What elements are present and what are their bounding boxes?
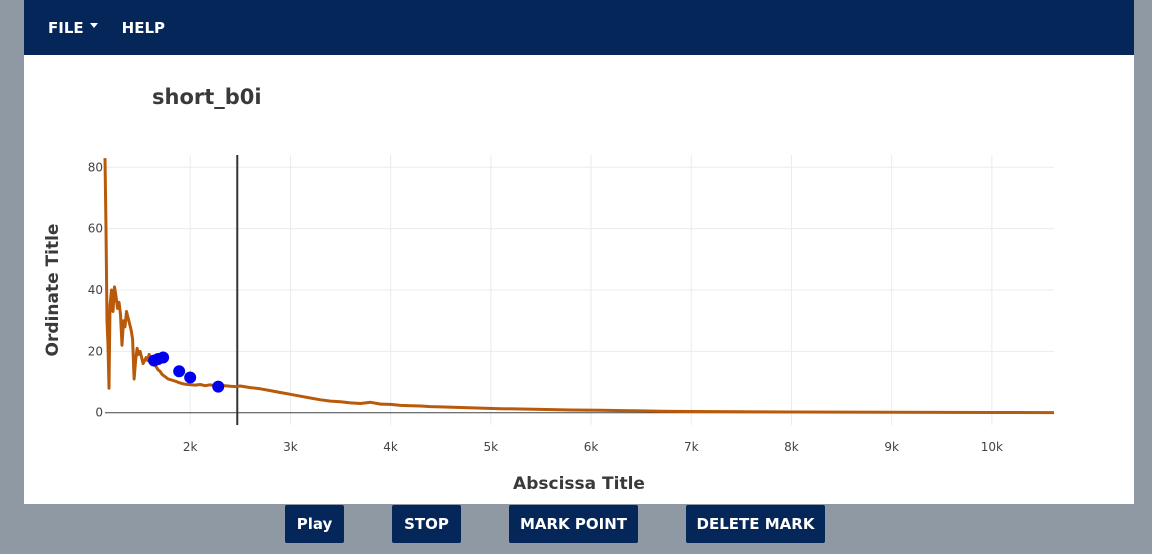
x-tick-label: 3k	[283, 440, 298, 454]
help-menu[interactable]: HELP	[122, 19, 165, 37]
plot-title: short_b0i	[152, 85, 262, 109]
x-tick-label: 7k	[684, 440, 699, 454]
x-tick-label: 6k	[584, 440, 599, 454]
marked-point	[157, 351, 170, 364]
series-layer	[103, 155, 1055, 425]
y-tick-label: 60	[88, 222, 103, 236]
y-tick-label: 0	[95, 406, 103, 420]
x-tick-label: 4k	[383, 440, 398, 454]
data-line	[103, 158, 1055, 415]
mark-point-button[interactable]: MARK POINT	[509, 505, 638, 543]
x-tick-label: 10k	[981, 440, 1003, 454]
play-button[interactable]: Play	[285, 505, 344, 543]
plot-panel: short_b0i 2k 3k 4k 5k 6k 7k 8k 9k 10k 0 20 40 60 80 A…	[24, 55, 1134, 504]
menu-bar: FILE HELP	[24, 0, 1134, 55]
marked-point	[173, 365, 186, 378]
file-menu[interactable]: FILE	[48, 19, 98, 37]
y-axis-title: Ordinate Title	[43, 224, 63, 357]
y-tick-label: 20	[88, 344, 103, 358]
file-menu-label: FILE	[48, 18, 84, 37]
x-tick-label: 9k	[884, 440, 899, 454]
axes: 2k 3k 4k 5k 6k 7k 8k 9k 10k 0 20 40 60 80	[88, 160, 1003, 454]
playback-controls: Play STOP MARK POINT DELETE MARK	[0, 505, 1152, 545]
delete-mark-button[interactable]: DELETE MARK	[686, 505, 825, 543]
grid	[105, 155, 1054, 425]
marked-point	[184, 371, 197, 384]
x-tick-label: 8k	[784, 440, 799, 454]
y-tick-label: 80	[88, 160, 103, 174]
y-tick-label: 40	[88, 283, 103, 297]
x-axis-title: Abscissa Title	[513, 474, 645, 494]
line-chart[interactable]: 2k 3k 4k 5k 6k 7k 8k 9k 10k 0 20 40 60 80 Abscissa Ti…	[24, 55, 1134, 504]
x-tick-label: 5k	[484, 440, 499, 454]
help-menu-label: HELP	[121, 18, 165, 37]
x-tick-label: 2k	[183, 440, 198, 454]
stop-button[interactable]: STOP	[392, 505, 461, 543]
marked-point	[212, 380, 225, 393]
caret-down-icon	[89, 23, 98, 28]
